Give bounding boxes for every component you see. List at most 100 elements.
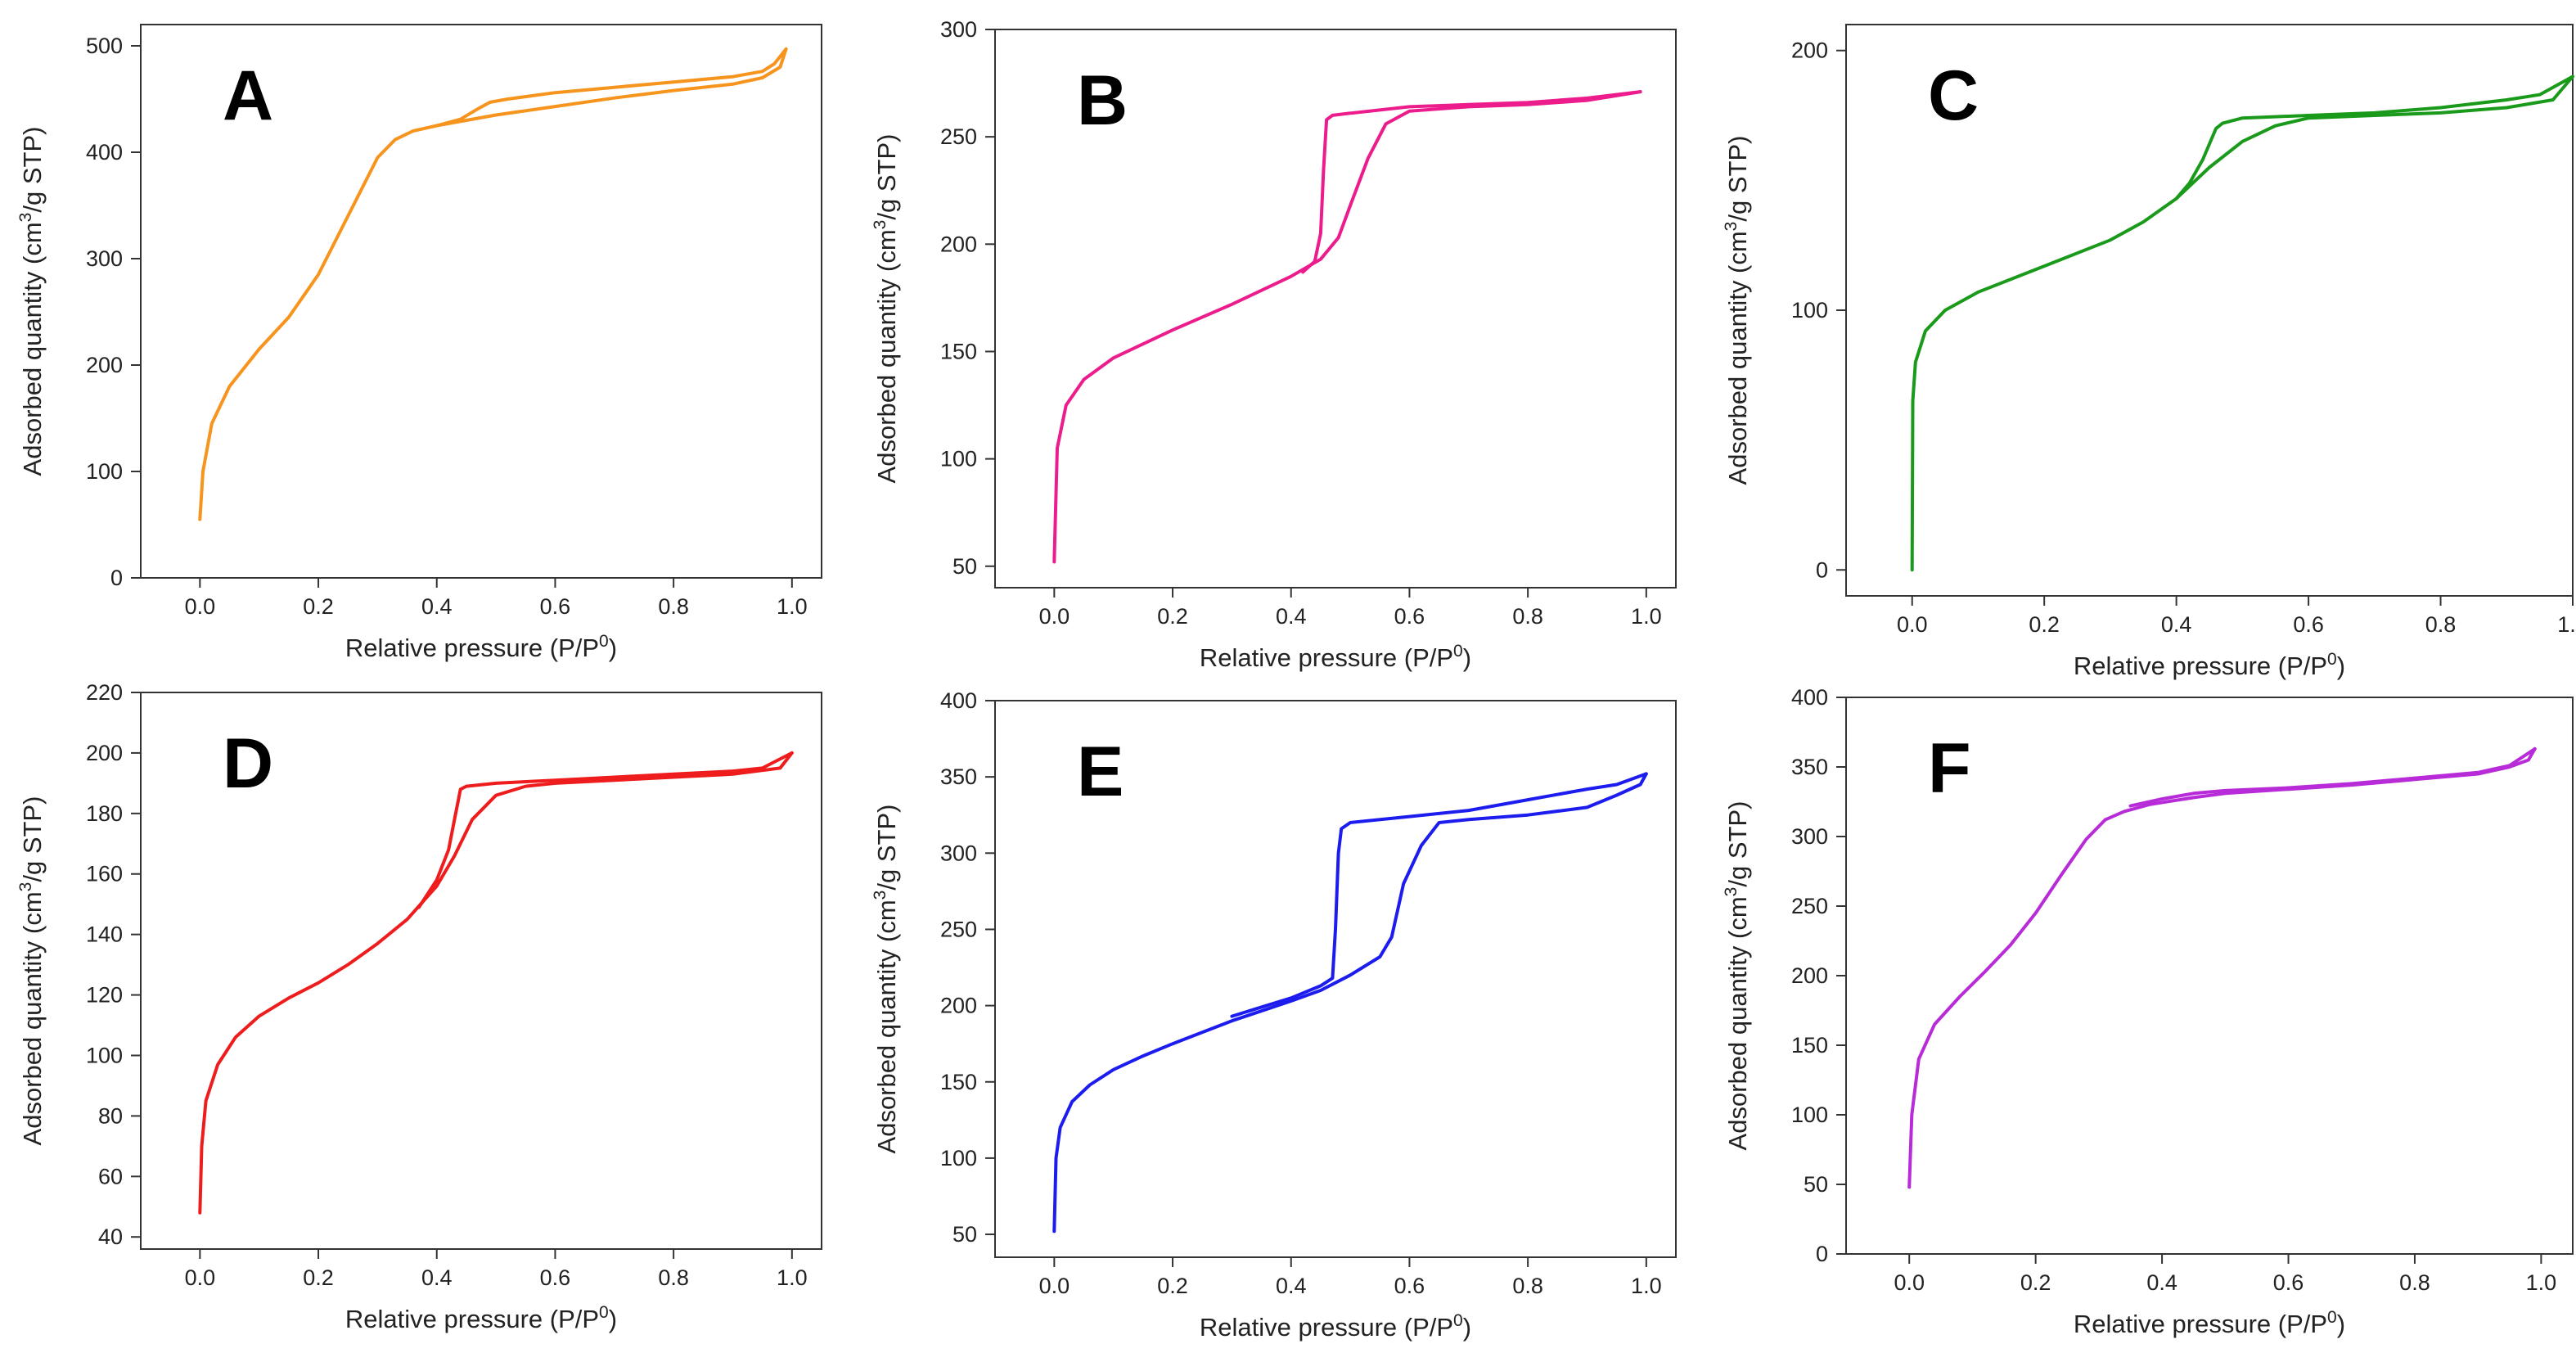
x-tick-label-f: 0.4 xyxy=(2146,1270,2177,1295)
x-tick-label-f: 0.0 xyxy=(1894,1270,1925,1295)
x-tick-label-d: 0.0 xyxy=(185,1265,216,1290)
y-axis-title-b: Adsorbed quantity (cm3/g STP) xyxy=(871,134,901,484)
x-tick-label-d: 0.4 xyxy=(421,1265,453,1290)
y-tick-label-e: 50 xyxy=(952,1222,977,1247)
y-tick-label-b: 200 xyxy=(940,232,977,256)
x-tick-label-a: 1.0 xyxy=(777,594,808,619)
y-tick-label-d: 180 xyxy=(86,801,123,826)
y-tick-label-f: 200 xyxy=(1791,963,1828,988)
y-axis-title-f: Adsorbed quantity (cm3/g STP) xyxy=(1722,801,1752,1151)
series-line-e-desorption xyxy=(1230,772,1648,1018)
x-tick-label-a: 0.0 xyxy=(185,594,216,619)
x-axis-title-e: Relative pressure (P/P0) xyxy=(1200,1311,1471,1342)
plot-frame-b xyxy=(994,29,1677,589)
y-tick-label-f: 400 xyxy=(1791,685,1828,710)
y-tick-label-f: 300 xyxy=(1791,824,1828,849)
series-line-d-desorption xyxy=(417,751,794,909)
y-tick-label-a: 200 xyxy=(86,353,123,377)
chart-panel-b: 0.0 0.2 0.4 0.6 0.8 1.0 50 100 150 200 250 300 Relat… xyxy=(871,17,1677,672)
y-tick-label-a: 0 xyxy=(110,566,123,590)
x-tick-label-b: 0.6 xyxy=(1394,604,1425,629)
panel-letter-e: E xyxy=(1077,733,1124,811)
y-axis-title-c: Adsorbed quantity (cm3/g STP) xyxy=(1722,136,1752,485)
series-line-f-desorption xyxy=(2128,746,2537,808)
x-tick-label-a: 0.4 xyxy=(421,594,453,619)
chart-panel-a: 0.0 0.2 0.4 0.6 0.8 1.0 0 100 200 300 400 500 Relati… xyxy=(16,24,822,662)
y-tick-label-f: 150 xyxy=(1791,1033,1828,1058)
x-tick-label-a: 0.2 xyxy=(303,594,334,619)
x-tick-label-e: 0.4 xyxy=(1276,1274,1307,1298)
series-line-a-desorption xyxy=(435,47,788,128)
plot-frame-a xyxy=(140,24,822,579)
chart-panel-f: 0.0 0.2 0.4 0.6 0.8 1.0 0 50 100 150 200 250 300 350 4… xyxy=(1722,685,2574,1338)
y-tick-label-d: 220 xyxy=(86,680,123,705)
x-tick-label-f: 0.2 xyxy=(2020,1270,2051,1295)
y-tick-label-d: 60 xyxy=(98,1164,123,1188)
x-tick-label-a: 0.6 xyxy=(540,594,571,619)
y-axis-title-a: Adsorbed quantity (cm3/g STP) xyxy=(16,127,47,476)
x-axis-title-f: Relative pressure (P/P0) xyxy=(2074,1308,2345,1338)
y-tick-label-f: 350 xyxy=(1791,755,1828,779)
x-tick-label-f: 0.6 xyxy=(2273,1270,2304,1295)
y-tick-label-d: 120 xyxy=(86,983,123,1008)
y-tick-label-d: 40 xyxy=(98,1224,123,1249)
y-tick-label-b: 100 xyxy=(940,447,977,471)
y-tick-label-d: 100 xyxy=(86,1043,123,1067)
series-line-a-adsorption xyxy=(198,47,788,521)
y-tick-label-e: 150 xyxy=(940,1070,977,1094)
x-tick-label-b: 0.4 xyxy=(1276,604,1307,629)
y-tick-label-a: 300 xyxy=(86,246,123,271)
x-tick-label-a: 0.8 xyxy=(658,594,689,619)
y-tick-label-a: 500 xyxy=(86,34,123,58)
y-tick-label-c: 0 xyxy=(1816,557,1828,582)
panel-letter-b: B xyxy=(1077,61,1128,140)
y-tick-label-d: 140 xyxy=(86,922,123,947)
y-tick-label-d: 80 xyxy=(98,1103,123,1128)
y-tick-label-f: 250 xyxy=(1791,894,1828,918)
series-line-c-adsorption xyxy=(1910,74,2574,572)
x-tick-label-e: 0.6 xyxy=(1394,1274,1425,1298)
y-tick-label-e: 300 xyxy=(940,841,977,865)
y-tick-label-b: 300 xyxy=(940,17,977,42)
y-tick-label-b: 50 xyxy=(952,554,977,579)
y-tick-label-c: 200 xyxy=(1791,38,1828,63)
x-tick-label-c: 0.2 xyxy=(2029,612,2060,637)
y-tick-label-b: 150 xyxy=(940,339,977,363)
x-tick-label-c: 0.4 xyxy=(2161,612,2192,637)
series-line-b-adsorption xyxy=(1052,90,1642,564)
series-line-e-adsorption xyxy=(1052,772,1648,1233)
y-tick-label-e: 250 xyxy=(940,917,977,941)
panel-letter-a: A xyxy=(223,56,273,135)
panel-letter-f: F xyxy=(1928,729,1971,808)
y-tick-label-d: 200 xyxy=(86,741,123,765)
panel-letter-c: C xyxy=(1928,56,1979,135)
x-tick-label-b: 0.2 xyxy=(1157,604,1188,629)
series-line-b-desorption xyxy=(1301,90,1642,274)
y-tick-label-e: 200 xyxy=(940,994,977,1018)
chart-panel-c: 0.0 0.2 0.4 0.6 0.8 1.0 0 100 200 Relative pressu… xyxy=(1722,24,2576,680)
x-tick-label-e: 0.2 xyxy=(1157,1274,1188,1298)
plot-frame-e xyxy=(994,700,1677,1258)
y-tick-label-e: 100 xyxy=(940,1146,977,1170)
series-line-c-desorption xyxy=(2174,74,2574,201)
x-tick-label-d: 0.2 xyxy=(303,1265,334,1290)
x-tick-label-c: 1.0 xyxy=(2557,612,2576,637)
x-tick-label-d: 1.0 xyxy=(777,1265,808,1290)
x-tick-label-d: 0.6 xyxy=(540,1265,571,1290)
y-tick-label-a: 400 xyxy=(86,140,123,165)
x-tick-label-d: 0.8 xyxy=(658,1265,689,1290)
y-tick-label-a: 100 xyxy=(86,459,123,484)
x-tick-label-c: 0.6 xyxy=(2293,612,2324,637)
series-line-d-adsorption xyxy=(198,751,794,1215)
x-axis-title-a: Relative pressure (P/P0) xyxy=(345,632,617,662)
chart-panel-e: 0.0 0.2 0.4 0.6 0.8 1.0 50 100 150 200 250 300 350 40… xyxy=(871,688,1677,1342)
chart-panel-d: 0.0 0.2 0.4 0.6 0.8 1.0 40 60 80 100 120 140 160 180 2… xyxy=(16,680,822,1333)
y-tick-label-b: 250 xyxy=(940,124,977,149)
y-tick-label-e: 350 xyxy=(940,764,977,789)
x-tick-label-b: 1.0 xyxy=(1631,604,1662,629)
x-axis-title-d: Relative pressure (P/P0) xyxy=(345,1303,617,1333)
panel-letter-d: D xyxy=(223,724,273,803)
x-tick-label-c: 0.8 xyxy=(2425,612,2457,637)
x-tick-label-b: 0.8 xyxy=(1512,604,1543,629)
